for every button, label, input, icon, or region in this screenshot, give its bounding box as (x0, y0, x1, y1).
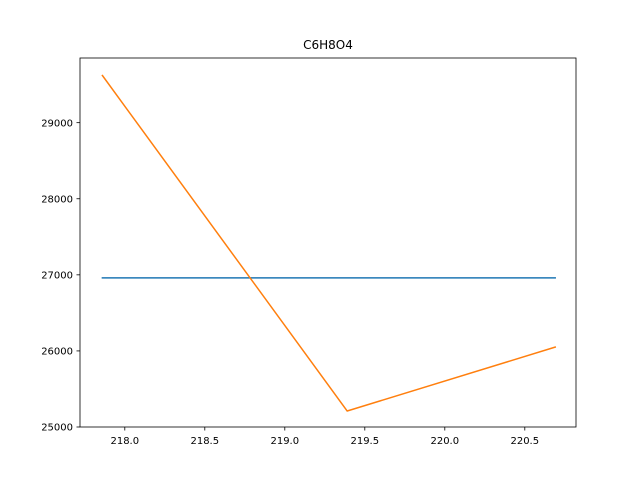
y-tick-label: 29000 (41, 118, 73, 129)
y-tick-label: 26000 (41, 347, 73, 358)
chart-title: C6H8O4 (303, 38, 353, 52)
series-line-2 (101, 74, 557, 412)
x-tick-label: 218.0 (110, 436, 139, 447)
plot-frame (79, 57, 577, 428)
x-tick-label: 219.5 (350, 436, 379, 447)
y-tick-label: 28000 (41, 194, 73, 205)
y-tick-label: 25000 (41, 423, 73, 434)
x-tick-label: 218.5 (190, 436, 219, 447)
x-tick-label: 219.0 (270, 436, 299, 447)
x-tick-label: 220.5 (510, 436, 539, 447)
y-tick-label: 27000 (41, 270, 73, 281)
series-layer (101, 74, 557, 412)
x-tick-label: 220.0 (430, 436, 459, 447)
axes-layer: 218.0 218.5 219.0 219.5 220.0 220.5 25000 26000… (41, 57, 577, 447)
